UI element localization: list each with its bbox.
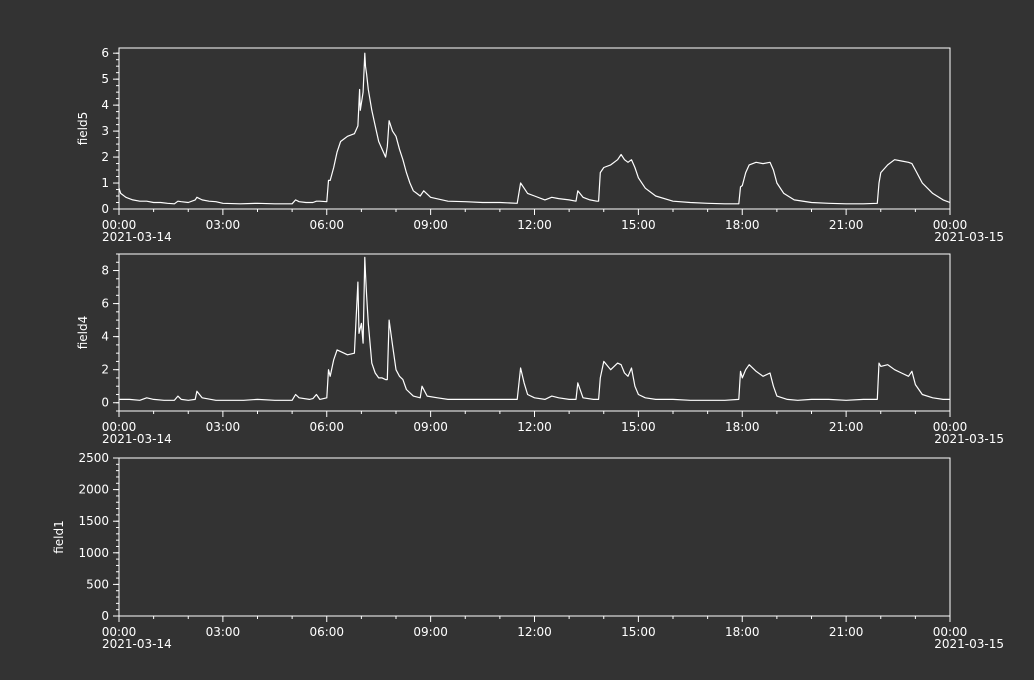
- panel-1-xtick-label: 09:00: [413, 218, 448, 232]
- panel-3-ytick-label: 1500: [78, 514, 109, 528]
- panel-1-xtick-label: 06:00: [309, 218, 344, 232]
- panel-1-ytick-label: 2: [101, 150, 109, 164]
- panel-1-ytick-label: 5: [101, 72, 109, 86]
- panel-3-date-start: 2021-03-14: [102, 637, 172, 651]
- panel-1-ytick-label: 1: [101, 176, 109, 190]
- panel-2-ytick-label: 2: [101, 363, 109, 377]
- panel-3-xtick-label: 06:00: [309, 625, 344, 639]
- panel-1-xtick-label: 18:00: [725, 218, 760, 232]
- panel-3-xtick-label: 15:00: [621, 625, 656, 639]
- panel-2-xtick-label: 09:00: [413, 420, 448, 434]
- panel-2-ytick-label: 8: [101, 264, 109, 278]
- panel-3-xtick-label: 09:00: [413, 625, 448, 639]
- panel-2-xtick-label: 06:00: [309, 420, 344, 434]
- panel-2-xtick-label: 21:00: [829, 420, 864, 434]
- panel-3-ytick-label: 2000: [78, 483, 109, 497]
- panel-1-ylabel: field5: [76, 112, 90, 146]
- panel-1-ytick-label: 4: [101, 98, 109, 112]
- panel-3-ytick-label: 500: [86, 577, 109, 591]
- panel-1-series-line: [118, 52, 951, 205]
- panel-2-frame: [118, 253, 951, 412]
- panel-3-xtick-label: 18:00: [725, 625, 760, 639]
- panel-1-date-end: 2021-03-15: [934, 230, 1004, 244]
- panel-3-xtick-label: 00:00: [102, 625, 137, 639]
- panel-2-ytick-label: 0: [101, 396, 109, 410]
- panel-3-ytick-label: 1000: [78, 546, 109, 560]
- panel-1-date-start: 2021-03-14: [102, 230, 172, 244]
- panel-1-xtick-label: 00:00: [933, 218, 968, 232]
- panel-2-xtick-label: 18:00: [725, 420, 760, 434]
- panel-2-xtick-label: 15:00: [621, 420, 656, 434]
- panel-3-xtick-label: 12:00: [517, 625, 552, 639]
- panel-2-xtick-label: 03:00: [206, 420, 241, 434]
- panel-1-frame: [118, 47, 951, 210]
- panel-3-ytick-label: 2500: [78, 451, 109, 465]
- panel-2-series-line: [119, 256, 950, 401]
- panel-1-xtick-label: 15:00: [621, 218, 656, 232]
- panel-1-xtick-label: 12:00: [517, 218, 552, 232]
- panel-3-ylabel: field1: [52, 520, 66, 554]
- panel-1-ytick-label: 3: [101, 124, 109, 138]
- panel-3-date-end: 2021-03-15: [934, 637, 1004, 651]
- panel-3-xtick-label: 00:00: [933, 625, 968, 639]
- panel-1-ytick-label: 0: [101, 202, 109, 216]
- panel-3-xtick-label: 03:00: [206, 625, 241, 639]
- panel-3-ytick-label: 0: [101, 609, 109, 623]
- panel-1-xtick-label: 03:00: [206, 218, 241, 232]
- panel-1-xtick-label: 21:00: [829, 218, 864, 232]
- panel-2-ytick-label: 4: [101, 330, 109, 344]
- panel-2-date-start: 2021-03-14: [102, 432, 172, 446]
- panel-2-xtick-label: 00:00: [102, 420, 137, 434]
- panel-2-xtick-label: 12:00: [517, 420, 552, 434]
- panel-1-xtick-label: 00:00: [102, 218, 137, 232]
- panel-3-frame: [118, 457, 951, 617]
- panel-3-xtick-label: 21:00: [829, 625, 864, 639]
- panel-2-ytick-label: 6: [101, 297, 109, 311]
- panel-2-ylabel: field4: [76, 316, 90, 350]
- panel-2-date-end: 2021-03-15: [934, 432, 1004, 446]
- panel-1-ytick-label: 6: [101, 46, 109, 60]
- panel-2-xtick-label: 00:00: [933, 420, 968, 434]
